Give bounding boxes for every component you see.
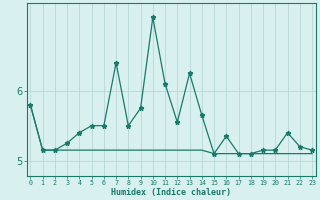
X-axis label: Humidex (Indice chaleur): Humidex (Indice chaleur) <box>111 188 231 197</box>
